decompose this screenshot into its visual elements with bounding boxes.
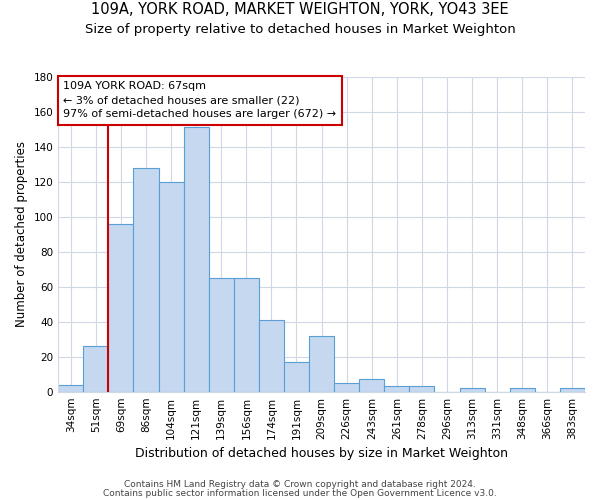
- Y-axis label: Number of detached properties: Number of detached properties: [15, 141, 28, 327]
- Bar: [560, 388, 585, 392]
- Text: Contains HM Land Registry data © Crown copyright and database right 2024.: Contains HM Land Registry data © Crown c…: [124, 480, 476, 489]
- Bar: [284, 362, 309, 392]
- Text: Size of property relative to detached houses in Market Weighton: Size of property relative to detached ho…: [85, 22, 515, 36]
- Bar: [510, 388, 535, 392]
- X-axis label: Distribution of detached houses by size in Market Weighton: Distribution of detached houses by size …: [135, 447, 508, 460]
- Bar: [209, 278, 234, 392]
- Bar: [259, 320, 284, 392]
- Bar: [58, 384, 83, 392]
- Text: 109A, YORK ROAD, MARKET WEIGHTON, YORK, YO43 3EE: 109A, YORK ROAD, MARKET WEIGHTON, YORK, …: [91, 2, 509, 18]
- Bar: [460, 388, 485, 392]
- Bar: [385, 386, 409, 392]
- Bar: [309, 336, 334, 392]
- Bar: [109, 224, 133, 392]
- Bar: [83, 346, 109, 392]
- Text: Contains public sector information licensed under the Open Government Licence v3: Contains public sector information licen…: [103, 488, 497, 498]
- Bar: [184, 128, 209, 392]
- Bar: [234, 278, 259, 392]
- Bar: [334, 383, 359, 392]
- Text: 109A YORK ROAD: 67sqm
← 3% of detached houses are smaller (22)
97% of semi-detac: 109A YORK ROAD: 67sqm ← 3% of detached h…: [64, 81, 337, 119]
- Bar: [359, 380, 385, 392]
- Bar: [133, 168, 158, 392]
- Bar: [158, 182, 184, 392]
- Bar: [409, 386, 434, 392]
